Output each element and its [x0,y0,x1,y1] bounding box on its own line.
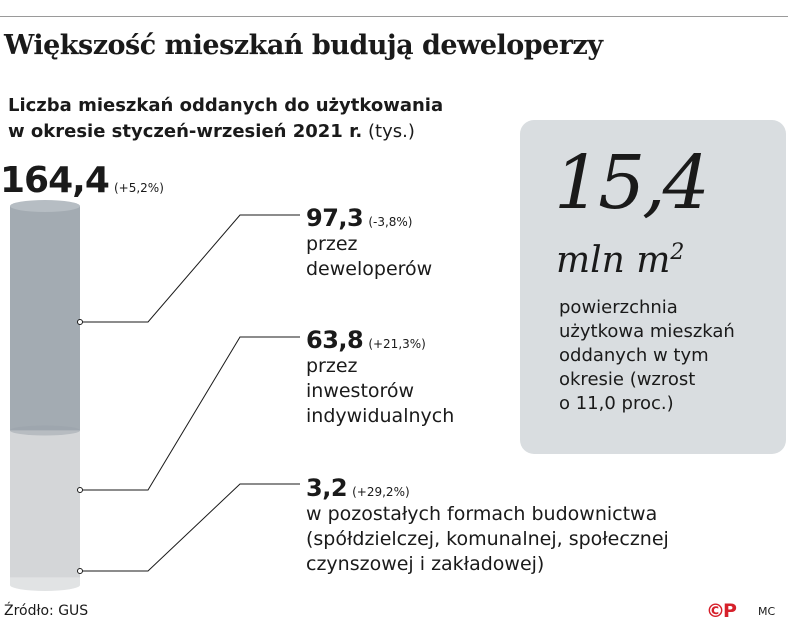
segment-label-other: 3,2 (+29,2%) w pozostałych formach budow… [306,474,669,577]
segment-label-developers: 97,3 (-3,8%) przez deweloperów [306,204,432,282]
publisher-logo: ©P [706,600,737,622]
top-rule [0,16,788,17]
kpi-description: powierzchnia użytkowa mieszkań oddanych … [559,296,735,416]
segment-label-individual: 63,8 (+21,3%) przez inwestorów indywidua… [306,326,454,429]
segment-desc-line: czynszowej i zakładowej) [306,553,545,575]
segment-desc-line: deweloperów [306,258,433,280]
segment-value: 97,3 [306,204,364,232]
total-value: 164,4 [0,160,110,201]
total-label: 164,4 (+5,2%) [0,160,164,201]
kpi-panel [520,120,786,454]
segment-desc-line: inwestorów [306,380,415,402]
leader-line-developers [80,214,300,323]
cylinder-segment-developers [10,206,80,431]
kpi-desc-line: oddanych w tym [559,345,709,366]
segment-desc-line: (spółdzielczej, komunalnej, społecznej [306,528,669,550]
kpi-unit: mln m2 [556,240,684,281]
leader-dot [77,487,83,493]
leader-dot [77,319,83,325]
author-initials: MC [758,605,776,618]
segment-change: (-3,8%) [368,215,413,229]
segment-desc-line: w pozostałych formach budownictwa [306,503,658,525]
kpi-desc-line: powierzchnia [559,297,678,318]
cylinder-segment-individual [10,430,80,578]
leader-line-individual [80,336,300,491]
cylinder-seam [10,425,80,436]
total-change: (+5,2%) [113,181,164,195]
segment-desc-line: przez [306,233,358,255]
subtitle-line2: w okresie styczeń-wrzesień 2021 r. [8,121,363,142]
source-note: Źródło: GUS [4,603,89,619]
segment-value: 63,8 [306,326,364,354]
kpi-desc-line: o 11,0 proc.) [559,393,674,414]
leader-line-other [80,483,300,572]
kpi-desc-line: użytkowa mieszkań [559,321,735,342]
subtitle-line1: Liczba mieszkań oddanych do użytkowania [8,95,444,116]
leader-dot [77,568,83,574]
kpi-number: 15,4 [554,140,710,226]
cylinder-top-cap [10,200,80,212]
segment-desc-line: przez [306,355,358,377]
cylinder-bottom-cap [10,579,80,591]
subtitle-unit: (tys.) [367,121,415,142]
subtitle: Liczba mieszkań oddanych do użytkowania … [8,93,443,145]
kpi-unit-text: mln m [556,240,671,281]
segment-value: 3,2 [306,474,348,502]
segment-change: (+21,3%) [368,337,426,351]
kpi-unit-sup: 2 [670,240,685,265]
headline: Większość mieszkań budują deweloperzy [4,30,603,61]
kpi-desc-line: okresie (wzrost [559,369,696,390]
segment-change: (+29,2%) [352,485,410,499]
segment-desc-line: indywidualnych [306,405,455,427]
